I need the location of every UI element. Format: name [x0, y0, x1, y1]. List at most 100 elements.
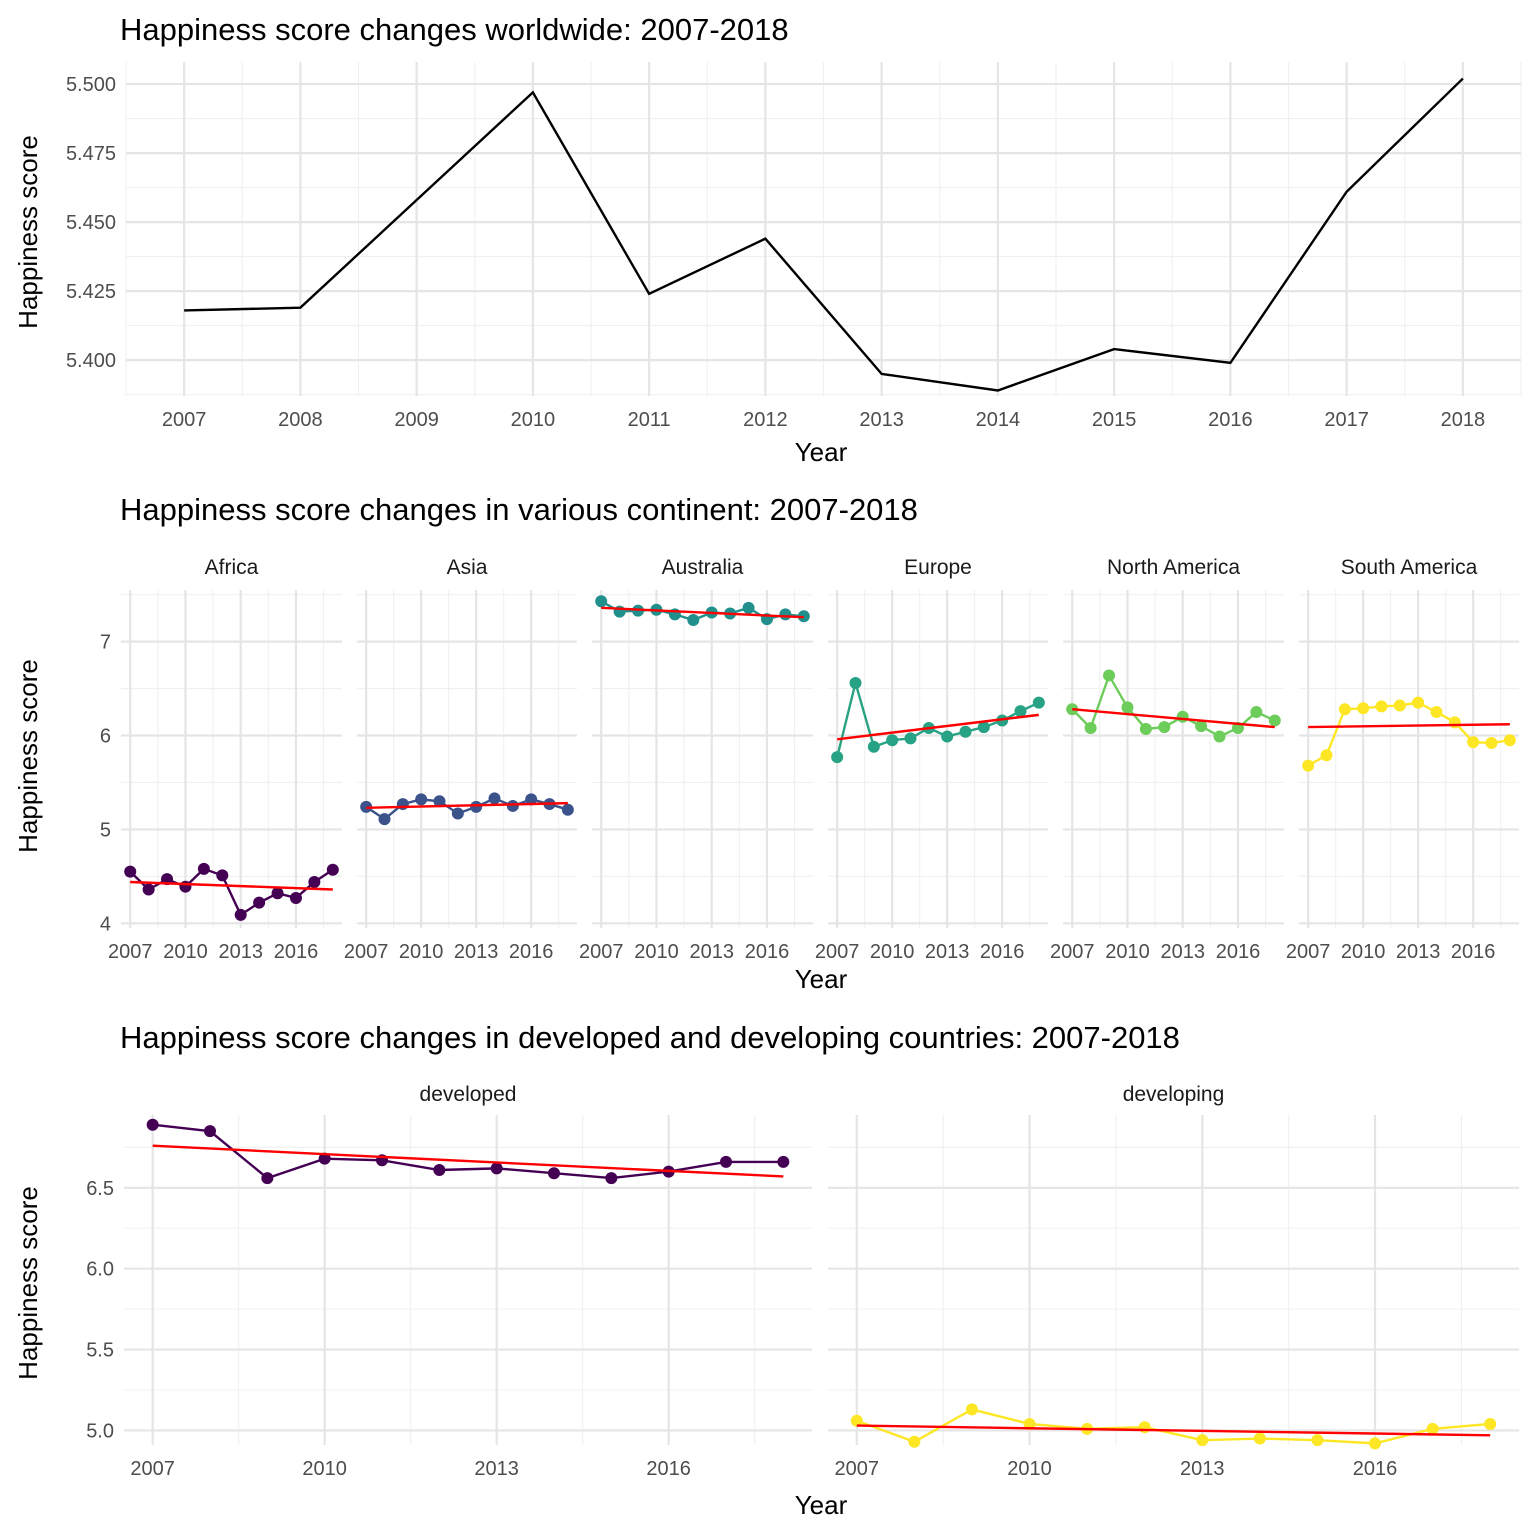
development-p1-x-tick-label: 2013 — [1180, 1458, 1225, 1480]
continents-data-point — [470, 800, 483, 813]
continents-data-point — [179, 880, 192, 893]
continents-data-point — [525, 793, 538, 806]
continents-p4-x-tick-label: 2016 — [1216, 941, 1261, 963]
continents-data-point — [561, 803, 574, 816]
development-p1-x-tick-label: 2016 — [1353, 1458, 1398, 1480]
continents-p3-x-tick-label: 2007 — [815, 941, 860, 963]
chart-title-development: Happiness score changes in developed and… — [120, 1020, 1180, 1055]
development-data-point — [548, 1167, 560, 1180]
continents-p3-x-tick-label: 2016 — [980, 941, 1025, 963]
worldwide-x-tick-label: 2016 — [1208, 409, 1253, 431]
y-axis-title-worldwide: Happiness score — [13, 135, 43, 329]
development-panel-label: developed — [420, 1083, 517, 1106]
continents-p0-x-tick-label: 2007 — [108, 941, 153, 963]
continents-p2-x-tick-label: 2013 — [689, 941, 734, 963]
continents-series-line — [365, 797, 569, 821]
x-axis-title-development: Year — [795, 1490, 848, 1520]
development-panel-developed: developed 2007 2010 2013 2016 5.0 5.5 6.0 6.5 — [86, 1083, 812, 1480]
development-data-point — [1311, 1434, 1324, 1447]
development-panel-developing: developing 2007 2010 2013 2016 — [828, 1083, 1519, 1480]
continents-trend-line — [601, 606, 804, 619]
worldwide-y-tick-label: 5.400 — [66, 350, 116, 372]
development-data-point — [261, 1172, 274, 1185]
development-p0-x-tick-label: 2007 — [130, 1458, 175, 1480]
continents-data-point — [1430, 706, 1443, 719]
continents-data-point — [1213, 730, 1226, 743]
worldwide-x-tick-label: 2015 — [1092, 409, 1137, 431]
continents-p5-x-tick-label: 2007 — [1286, 941, 1331, 963]
y-axis-title-continents: Happiness score — [13, 659, 43, 853]
continents-p1-x-tick-label: 2013 — [454, 941, 499, 963]
continents-panel-label: Australia — [662, 556, 744, 579]
continents-data-point — [1393, 699, 1406, 712]
continents-data-point — [1032, 696, 1045, 709]
development-data-point — [605, 1172, 618, 1185]
development-data-point — [1253, 1432, 1266, 1445]
continents-p0-x-tick-label: 2013 — [218, 941, 263, 963]
continents-panel-north-america: North America 2007 2010 2013 2016 — [1050, 556, 1284, 963]
continents-data-point — [197, 862, 210, 875]
continents-data-point — [506, 799, 519, 812]
continents-data-point — [904, 732, 917, 745]
worldwide-y-tick-label: 5.425 — [66, 281, 116, 303]
development-p0-y-tick-label: 6.5 — [86, 1178, 114, 1200]
development-p0-y-tick-label: 6.0 — [86, 1259, 114, 1281]
continents-p0-y-tick-label: 7 — [100, 632, 111, 654]
continents-panel-asia: Asia 2007 2010 2013 2016 — [344, 556, 577, 963]
continents-data-point — [1448, 716, 1461, 729]
continents-data-point — [1338, 703, 1351, 716]
x-axis-title-continents: Year — [795, 964, 848, 994]
development-data-point — [1484, 1417, 1497, 1430]
continents-data-point — [1176, 710, 1189, 723]
continents-p5-x-tick-label: 2016 — [1451, 941, 1496, 963]
development-data-point — [204, 1125, 216, 1138]
development-data-point — [1023, 1417, 1036, 1430]
continents-data-point — [742, 601, 755, 614]
continents-p5-x-tick-label: 2013 — [1396, 941, 1441, 963]
development-panel-label: developing — [1123, 1083, 1225, 1106]
worldwide-x-tick-label: 2017 — [1324, 409, 1369, 431]
continents-data-point — [1357, 702, 1370, 715]
development-data-point — [777, 1155, 790, 1168]
development-data-point — [433, 1164, 446, 1176]
worldwide-series-line — [184, 77, 1464, 392]
development-series-line — [856, 1408, 1491, 1445]
development-p1-x-tick-label: 2010 — [1007, 1458, 1052, 1480]
y-axis-title-development: Happiness score — [13, 1186, 43, 1380]
development-trend-line — [856, 1424, 1491, 1437]
worldwide-y-tick-label: 5.450 — [66, 212, 116, 234]
continents-data-point — [308, 875, 321, 888]
continents-panel-label: North America — [1107, 556, 1240, 579]
chart-title-worldwide: Happiness score changes worldwide: 2007-… — [120, 12, 789, 47]
development-data-point — [1426, 1422, 1439, 1435]
continents-p4-x-tick-label: 2010 — [1105, 941, 1150, 963]
continents-trend-line — [1072, 708, 1275, 729]
continents-data-point — [1302, 759, 1315, 772]
continents-data-point — [831, 751, 844, 764]
continents-p3-x-tick-label: 2013 — [925, 941, 970, 963]
continents-data-point — [1412, 696, 1425, 709]
continents-p4-x-tick-label: 2013 — [1160, 941, 1205, 963]
continents-data-point — [867, 740, 880, 753]
continents-series-line — [1307, 701, 1511, 767]
continents-data-point — [1268, 714, 1281, 727]
development-p0-x-tick-label: 2013 — [474, 1458, 519, 1480]
continents-p2-x-tick-label: 2010 — [634, 941, 679, 963]
continents-data-point — [779, 608, 792, 621]
continents-panel-label: Europe — [904, 556, 972, 579]
continents-p3-x-tick-label: 2010 — [870, 941, 915, 963]
continents-trend-line — [130, 880, 333, 891]
continents-data-point — [886, 734, 899, 747]
continents-series-line — [600, 600, 804, 622]
worldwide-x-tick-label: 2010 — [511, 409, 556, 431]
worldwide-x-tick-label: 2013 — [859, 409, 904, 431]
continents-data-point — [451, 807, 464, 820]
continents-data-point — [289, 891, 302, 904]
development-data-point — [1369, 1437, 1382, 1450]
continents-data-point — [595, 595, 608, 608]
development-p0-x-tick-label: 2010 — [302, 1458, 347, 1480]
continents-trend-line — [837, 713, 1039, 741]
continents-data-point — [1467, 736, 1480, 749]
development-data-point — [146, 1118, 159, 1131]
continents-p1-x-tick-label: 2010 — [399, 941, 444, 963]
